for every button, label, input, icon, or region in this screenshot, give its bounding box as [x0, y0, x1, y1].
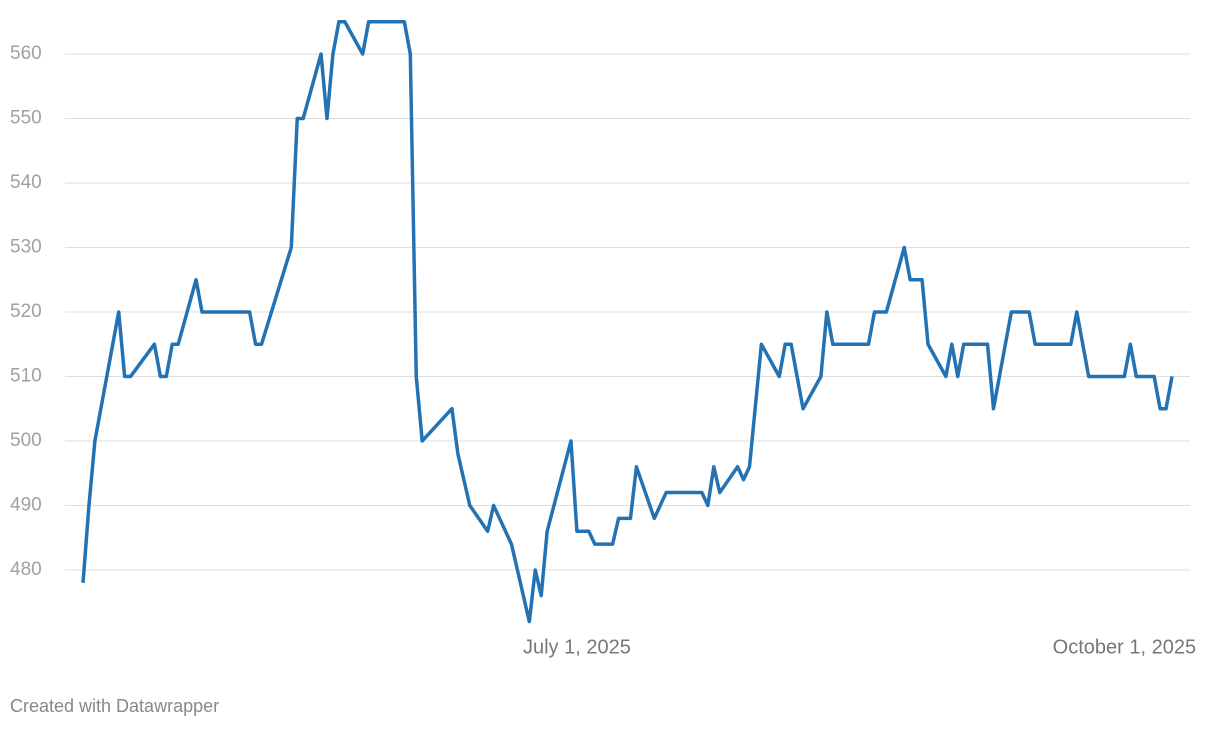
- y-tick-label: 490: [10, 494, 42, 515]
- y-tick-label: 500: [10, 430, 42, 451]
- y-tick-label: 540: [10, 172, 42, 193]
- y-tick-label: 480: [10, 559, 42, 580]
- y-tick-label: 560: [10, 43, 42, 64]
- y-tick-label: 510: [10, 365, 42, 386]
- y-tick-label: 520: [10, 301, 42, 322]
- x-tick-label: October 1, 2025: [1053, 636, 1196, 658]
- footer: Created with Datawrapper: [10, 696, 219, 716]
- price-line: [81, 20, 1174, 624]
- y-tick-label: 530: [10, 236, 42, 257]
- y-tick-label: 550: [10, 108, 42, 129]
- x-tick-label: July 1, 2025: [523, 636, 631, 658]
